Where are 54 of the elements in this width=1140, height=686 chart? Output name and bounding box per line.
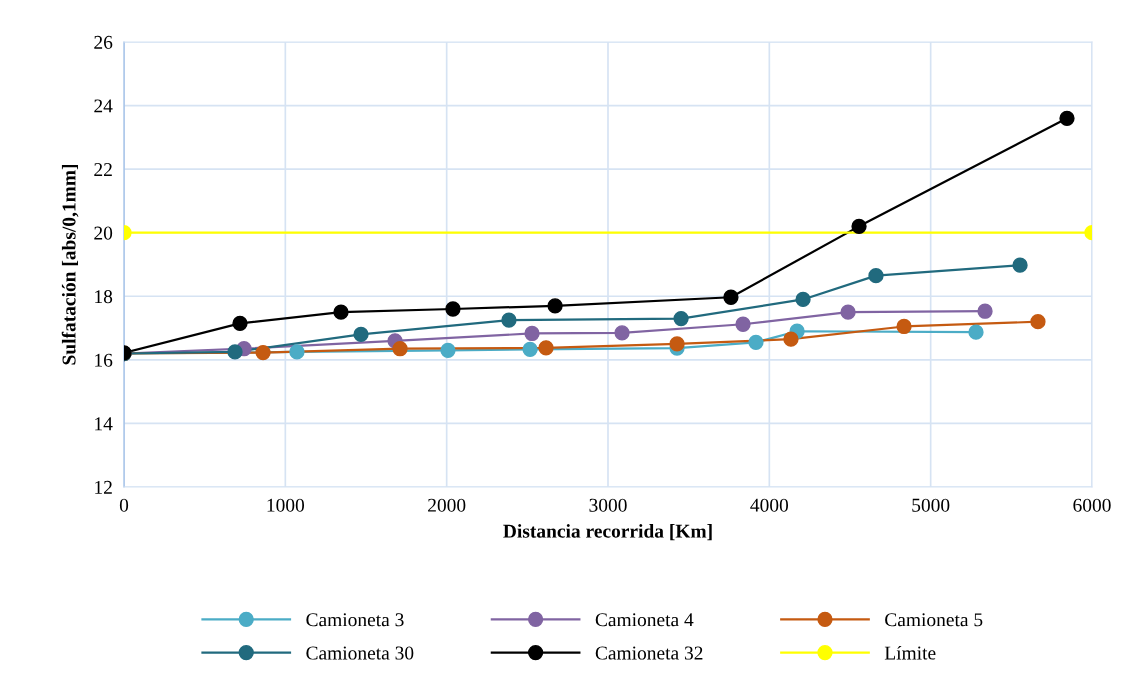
point — [840, 304, 856, 320]
y-tick-label: 16 — [95, 353, 113, 367]
point — [735, 316, 751, 332]
point — [445, 301, 461, 317]
point — [1012, 257, 1028, 273]
point — [522, 341, 538, 358]
y-tick-label: 26 — [94, 35, 113, 49]
legend-label: Camioneta 32 — [595, 646, 703, 660]
point — [1059, 110, 1075, 126]
point — [723, 289, 739, 305]
x-tick-label: 1000 — [267, 498, 305, 512]
legend-label: Límite — [884, 645, 936, 660]
point — [392, 341, 408, 357]
x-tick-label: 2000 — [428, 498, 466, 512]
point — [614, 325, 630, 341]
point — [1030, 314, 1046, 330]
point — [227, 344, 243, 360]
point — [289, 344, 305, 360]
x-axis-title: Distancia recorrida [Km] — [503, 524, 712, 541]
x-tick-label: 6000 — [1073, 498, 1111, 512]
point — [748, 334, 764, 351]
legend-label: Camioneta 4 — [595, 613, 694, 627]
y-axis-title: Sulfatación [abs/0,1mm] — [61, 164, 79, 365]
point — [896, 318, 912, 335]
point — [977, 303, 993, 319]
point — [547, 298, 563, 314]
point — [538, 340, 554, 356]
y-tick-label: 24 — [94, 99, 113, 113]
y-tick-label: 22 — [94, 163, 112, 176]
point — [783, 331, 799, 347]
point — [353, 326, 369, 343]
point — [440, 342, 456, 358]
legend-label: Camioneta 30 — [306, 646, 414, 660]
legend-label: Camioneta 3 — [306, 613, 404, 627]
x-tick-label: 0 — [119, 498, 129, 512]
point — [851, 218, 867, 234]
x-tick-label: 3000 — [589, 498, 627, 512]
point — [255, 344, 271, 361]
y-tick-label: 20 — [94, 226, 113, 240]
point — [232, 315, 248, 331]
point — [795, 291, 811, 308]
legend-label: Camioneta 5 — [885, 613, 983, 627]
x-tick-label: 4000 — [750, 498, 789, 512]
y-tick-label: 14 — [95, 417, 113, 431]
point — [501, 312, 517, 328]
point — [868, 267, 884, 284]
y-tick-label: 18 — [95, 290, 113, 304]
point — [673, 310, 689, 327]
point — [669, 336, 685, 352]
y-tick-label: 12 — [95, 480, 112, 494]
x-tick-label: 5000 — [912, 498, 950, 512]
point — [333, 304, 349, 320]
point — [524, 325, 540, 342]
point — [968, 324, 984, 340]
